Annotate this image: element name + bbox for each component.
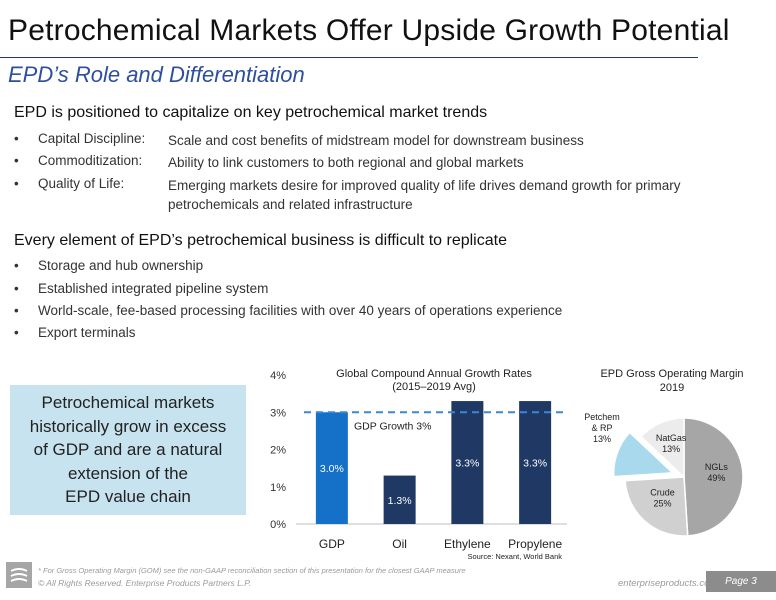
bar-chart-title: Global Compound Annual Growth Rates: [336, 368, 532, 380]
bullet-label: Capital Discipline:: [38, 131, 146, 146]
x-tick-label: GDP: [319, 537, 345, 551]
bullet-text: Scale and cost benefits of midstream mod…: [168, 133, 584, 148]
x-tick-label: Ethylene: [444, 537, 491, 551]
section1-heading: EPD is positioned to capitalize on key p…: [14, 104, 488, 121]
section2-heading: Every element of EPD’s petrochemical bus…: [14, 232, 507, 249]
bar-propylene: [519, 401, 552, 524]
bar-gdp: [315, 412, 348, 524]
y-tick-label: 4%: [270, 370, 286, 382]
footnote: * For Gross Operating Margin (GOM) see t…: [38, 566, 466, 575]
bullet-dot: •: [14, 258, 19, 273]
x-tick-label: Oil: [392, 537, 407, 551]
pie-slice-label: NGLs 49%: [705, 462, 729, 483]
bullet-text: Storage and hub ownership: [38, 258, 204, 273]
bar-value-label: 3.3%: [455, 458, 479, 470]
bullet-dot: •: [14, 153, 19, 168]
y-tick-label: 1%: [270, 482, 286, 494]
bullet-label: Commoditization:: [38, 153, 143, 168]
bullet-dot: •: [14, 131, 19, 146]
bullet-dot: •: [14, 176, 19, 191]
bar-value-label: 3.3%: [523, 458, 547, 470]
y-tick-label: 2%: [270, 445, 286, 457]
x-tick-label: Propylene: [508, 537, 562, 551]
page-number: Page 3: [725, 576, 757, 587]
callout-box: Petrochemical markets historically grow …: [10, 385, 246, 515]
bullet-text: Established integrated pipeline system: [38, 281, 269, 296]
title-divider: [0, 57, 698, 58]
page-number-badge: Page 3: [706, 571, 776, 592]
bar-chart-subtitle: (2015–2019 Avg): [392, 381, 476, 393]
bullet-text-continuation: petrochemicals and related infrastructur…: [168, 197, 413, 212]
bar-oil: [383, 475, 416, 524]
pie-slice-natgas: [639, 417, 685, 479]
slide-subtitle: EPD’s Role and Differentiation: [8, 62, 305, 87]
bullet-label: Quality of Life:: [38, 176, 125, 191]
copyright: © All Rights Reserved. Enterprise Produc…: [38, 578, 252, 588]
reference-line-label: GDP Growth 3%: [354, 420, 431, 432]
pie-chart-subtitle: 2019: [660, 382, 684, 394]
bar-chart-source: Source: Nexant, World Bank: [468, 552, 563, 561]
bullet-text: Emerging markets desire for improved qua…: [168, 178, 681, 193]
bar-value-label: 1.3%: [388, 495, 412, 507]
pie-slice-label: NatGas 13%: [656, 433, 687, 454]
website-link[interactable]: enterpriseproducts.com: [618, 578, 718, 589]
bar-ethylene: [451, 401, 484, 524]
bullet-dot: •: [14, 303, 19, 318]
y-tick-label: 0%: [270, 519, 286, 531]
bullet-dot: •: [14, 325, 19, 340]
bullet-dot: •: [14, 281, 19, 296]
gom-pie-chart: EPD Gross Operating Margin 2019 NGLs 49% C…: [584, 368, 744, 537]
bullet-text: Ability to link customers to both region…: [168, 155, 524, 170]
y-tick-label: 3%: [270, 407, 286, 419]
growth-rate-bar-chart: Global Compound Annual Growth Rates (201…: [270, 368, 567, 561]
bullet-text: Export terminals: [38, 325, 136, 340]
bullet-text: World-scale, fee-based processing facili…: [38, 303, 563, 318]
slide-title: Petrochemical Markets Offer Upside Growt…: [8, 14, 730, 47]
pie-slice-ngls: [683, 417, 744, 537]
pie-chart-title: EPD Gross Operating Margin: [600, 368, 743, 380]
pie-slice-petchem-rp: [613, 431, 675, 478]
company-logo: [6, 562, 32, 588]
pie-slice-label: Crude 25%: [650, 487, 675, 508]
pie-slice-label: Petchem & RP 13%: [584, 412, 620, 444]
bar-value-label: 3.0%: [320, 463, 344, 475]
callout-text: Petrochemical markets historically grow …: [29, 393, 227, 507]
pie-slice-crude: [624, 476, 689, 537]
